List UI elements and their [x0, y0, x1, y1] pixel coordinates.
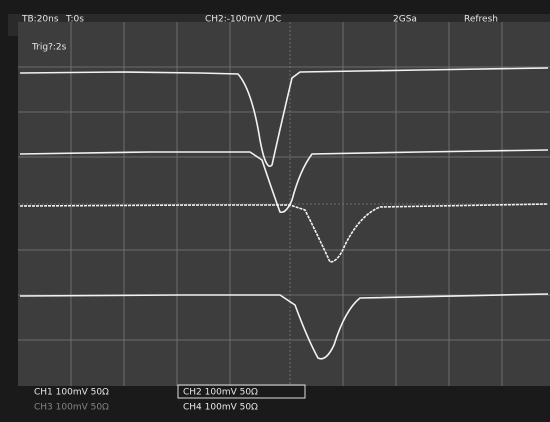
channel-setting: CH2:-100mV /DC — [205, 15, 281, 25]
trace-ch1 — [19, 67, 549, 167]
sample-rate: 2GSa — [393, 15, 417, 25]
trace-ch3 — [19, 203, 549, 263]
channel-1: CH1 100mV 50Ω — [34, 388, 109, 398]
trigger-time: T:0s — [65, 15, 84, 25]
channel-2: CH2 100mV 50Ω — [183, 388, 258, 398]
channel-4: CH4 100mV 50Ω — [183, 403, 258, 413]
active-channel-box — [177, 384, 306, 399]
timebase: TB:20ns — [21, 15, 59, 25]
channel-3: CH3 100mV 50Ω — [34, 403, 109, 413]
trace-ch4 — [19, 293, 549, 360]
trigger-label: Trig?:2s — [31, 43, 67, 53]
trace-ch2 — [19, 149, 549, 214]
graticule — [18, 22, 550, 386]
mode: Refresh — [464, 15, 498, 25]
